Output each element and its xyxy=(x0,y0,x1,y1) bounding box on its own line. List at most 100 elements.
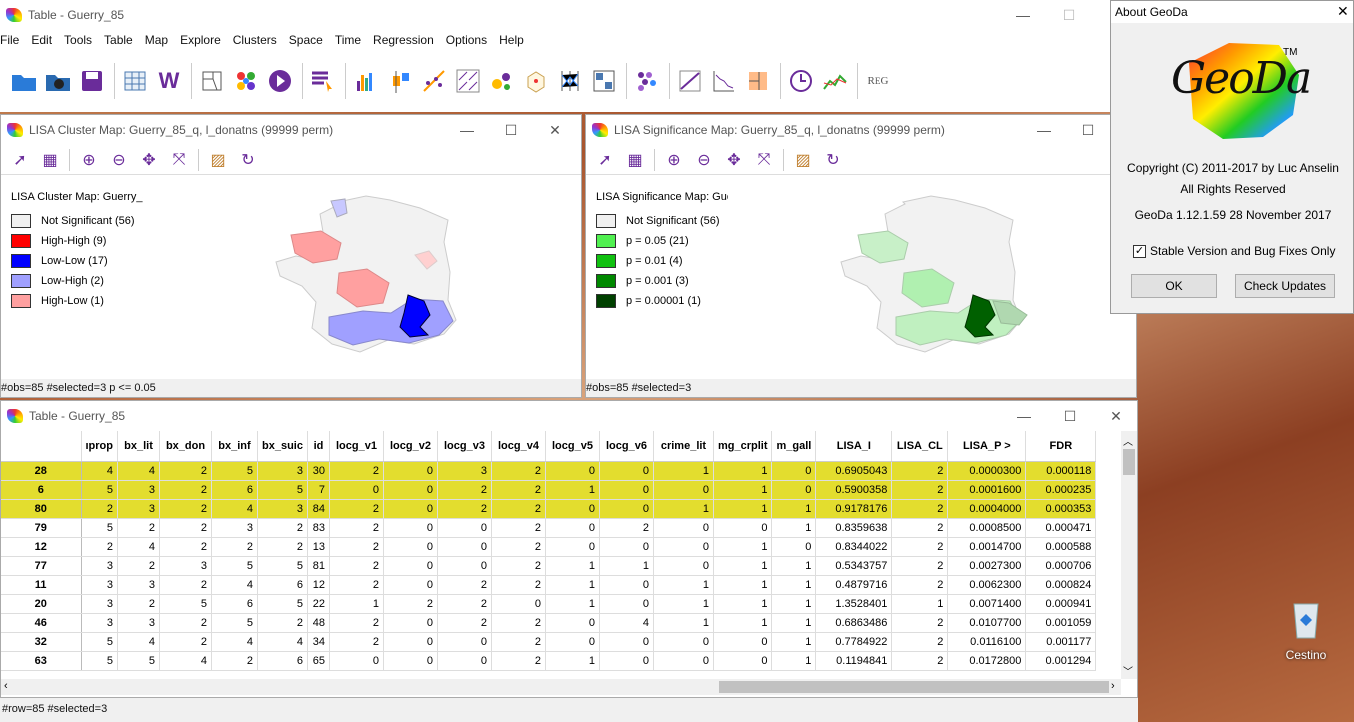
open-project-icon[interactable] xyxy=(9,66,39,96)
table-cell[interactable]: 1 xyxy=(713,499,773,519)
table-cell[interactable]: 2 xyxy=(491,575,546,595)
refresh-icon[interactable]: ↻ xyxy=(826,151,840,169)
table-cell[interactable]: 0.000588 xyxy=(1025,537,1097,557)
table-cell[interactable]: 2 xyxy=(159,480,212,500)
vertical-scrollbar[interactable]: ︿ ﹀ xyxy=(1121,431,1137,679)
table-cell[interactable]: 1 xyxy=(891,594,949,614)
row-header[interactable]: 79 xyxy=(1,518,82,538)
table-cell[interactable]: 1 xyxy=(653,575,714,595)
menu-tools[interactable]: Tools xyxy=(64,33,93,47)
table-cell[interactable]: 2 xyxy=(491,613,546,633)
table-cell[interactable]: 2 xyxy=(891,632,949,652)
table-icon[interactable] xyxy=(120,66,150,96)
table-cell[interactable]: 2 xyxy=(159,575,212,595)
table-cell[interactable]: 1 xyxy=(545,556,600,576)
table-cell[interactable]: 2 xyxy=(891,461,949,481)
table-cell[interactable]: 0.0062300 xyxy=(947,575,1027,595)
table-cell[interactable]: 0 xyxy=(383,613,438,633)
full-extent-icon[interactable]: ⤧ xyxy=(172,150,186,168)
scroll-left-arrow-icon[interactable]: ‹ xyxy=(4,680,8,692)
table-cell[interactable]: 0.0004000 xyxy=(947,499,1027,519)
table-cell[interactable]: 4 xyxy=(211,632,258,652)
cluster-map-canvas[interactable] xyxy=(153,177,581,373)
table-cell[interactable]: 3 xyxy=(437,461,492,481)
box-plot-icon[interactable] xyxy=(385,66,415,96)
table-cell[interactable]: 2 xyxy=(891,575,949,595)
table-cell[interactable]: 3 xyxy=(81,613,118,633)
table-cell[interactable]: 5 xyxy=(81,518,118,538)
legend-item[interactable]: Not Significant (56) xyxy=(596,211,734,231)
cluster-analysis-icon[interactable] xyxy=(632,66,662,96)
menu-file[interactable]: File xyxy=(0,33,20,47)
table-cell[interactable]: 6 xyxy=(211,594,258,614)
legend-item[interactable]: p = 0.05 (21) xyxy=(596,231,734,251)
legend-item[interactable]: Not Significant (56) xyxy=(11,211,149,231)
close-icon[interactable]: ✕ xyxy=(1337,3,1349,19)
table-cell[interactable]: 3 xyxy=(117,480,160,500)
3d-scatter-icon[interactable] xyxy=(521,66,551,96)
table-cell[interactable]: 0 xyxy=(653,537,714,557)
sig-map-canvas[interactable] xyxy=(738,177,1136,373)
table-cell[interactable]: 0.000824 xyxy=(1025,575,1097,595)
table-cell[interactable]: 7 xyxy=(307,480,330,500)
table-cell[interactable]: 1 xyxy=(771,575,817,595)
table-cell[interactable]: 0 xyxy=(545,537,600,557)
table-cell[interactable]: 5 xyxy=(211,461,258,481)
table-cell[interactable]: 0 xyxy=(771,480,817,500)
table-cell[interactable]: 3 xyxy=(117,613,160,633)
table-cell[interactable]: 0.6905043 xyxy=(815,461,893,481)
select-pointer-icon[interactable]: ➚ xyxy=(13,151,27,169)
table-cell[interactable]: 5 xyxy=(117,651,160,671)
table-cell[interactable]: 0 xyxy=(713,518,773,538)
column-header[interactable]: mg_crplit xyxy=(713,431,773,462)
table-cell[interactable]: 0 xyxy=(599,594,654,614)
minimize-icon[interactable]: — xyxy=(1017,408,1031,424)
table-cell[interactable]: 0 xyxy=(545,461,600,481)
table-cell[interactable]: 0 xyxy=(437,651,492,671)
table-cell[interactable]: 1 xyxy=(771,651,817,671)
full-extent-icon[interactable]: ⤧ xyxy=(757,150,771,168)
table-cell[interactable]: 3 xyxy=(117,575,160,595)
table-cell[interactable]: 1 xyxy=(545,575,600,595)
table-row[interactable]: 79 5 2 2 3 2 83 2 0 0 2 0 2 0 0 1 0.8359638 2 0.0008500 0.0… xyxy=(1,518,1097,538)
table-cell[interactable]: 6 xyxy=(257,651,308,671)
table-cell[interactable]: 0.6863486 xyxy=(815,613,893,633)
scroll-up-arrow-icon[interactable]: ︿ xyxy=(1123,437,1133,448)
table-cell[interactable]: 1 xyxy=(713,537,773,557)
table-cell[interactable]: 0 xyxy=(383,499,438,519)
menu-edit[interactable]: Edit xyxy=(31,33,53,47)
table-cell[interactable]: 0 xyxy=(771,461,817,481)
table-cell[interactable]: 0.000353 xyxy=(1025,499,1097,519)
table-cell[interactable]: 2 xyxy=(599,518,654,538)
table-cell[interactable]: 2 xyxy=(117,518,160,538)
table-cell[interactable]: 3 xyxy=(257,499,308,519)
table-cell[interactable]: 4 xyxy=(117,632,160,652)
table-cell[interactable]: 2 xyxy=(491,480,546,500)
table-row[interactable]: 46 3 3 2 5 2 48 2 0 2 2 0 4 1 1 1 0.6863486 2 0.0107700 0.0… xyxy=(1,613,1097,633)
table-cell[interactable]: 0 xyxy=(713,651,773,671)
table-cell[interactable]: 4 xyxy=(599,613,654,633)
table-row[interactable]: 80 2 3 2 4 3 84 2 0 2 2 0 0 1 1 1 0.9178176 2 0.0004000 0.0… xyxy=(1,499,1097,519)
table-cell[interactable]: 3 xyxy=(211,518,258,538)
table-cell[interactable]: 0.5900358 xyxy=(815,480,893,500)
table-cell[interactable]: 1 xyxy=(653,613,714,633)
table-cell[interactable]: 0.001059 xyxy=(1025,613,1097,633)
table-cell[interactable]: 2 xyxy=(437,613,492,633)
recycle-bin-icon[interactable] xyxy=(1288,598,1324,640)
column-header[interactable]: FDR xyxy=(1025,431,1097,462)
table-cell[interactable]: 0 xyxy=(653,632,714,652)
maximize-icon[interactable]: ☐ xyxy=(1063,407,1077,424)
table-cell[interactable]: 1 xyxy=(545,594,600,614)
maximize-icon[interactable]: ☐ xyxy=(504,121,518,138)
table-cell[interactable]: 0 xyxy=(383,480,438,500)
column-header[interactable]: LISA_I xyxy=(815,431,893,462)
table-cell[interactable]: 0.001177 xyxy=(1025,632,1097,652)
zoom-out-icon[interactable]: ⊖ xyxy=(112,151,126,169)
table-cell[interactable]: 2 xyxy=(891,613,949,633)
table-cell[interactable]: 5 xyxy=(257,594,308,614)
table-cell[interactable]: 0.4879716 xyxy=(815,575,893,595)
table-cell[interactable]: 5 xyxy=(81,651,118,671)
table-cell[interactable]: 2 xyxy=(891,537,949,557)
table-cell[interactable]: 2 xyxy=(437,480,492,500)
